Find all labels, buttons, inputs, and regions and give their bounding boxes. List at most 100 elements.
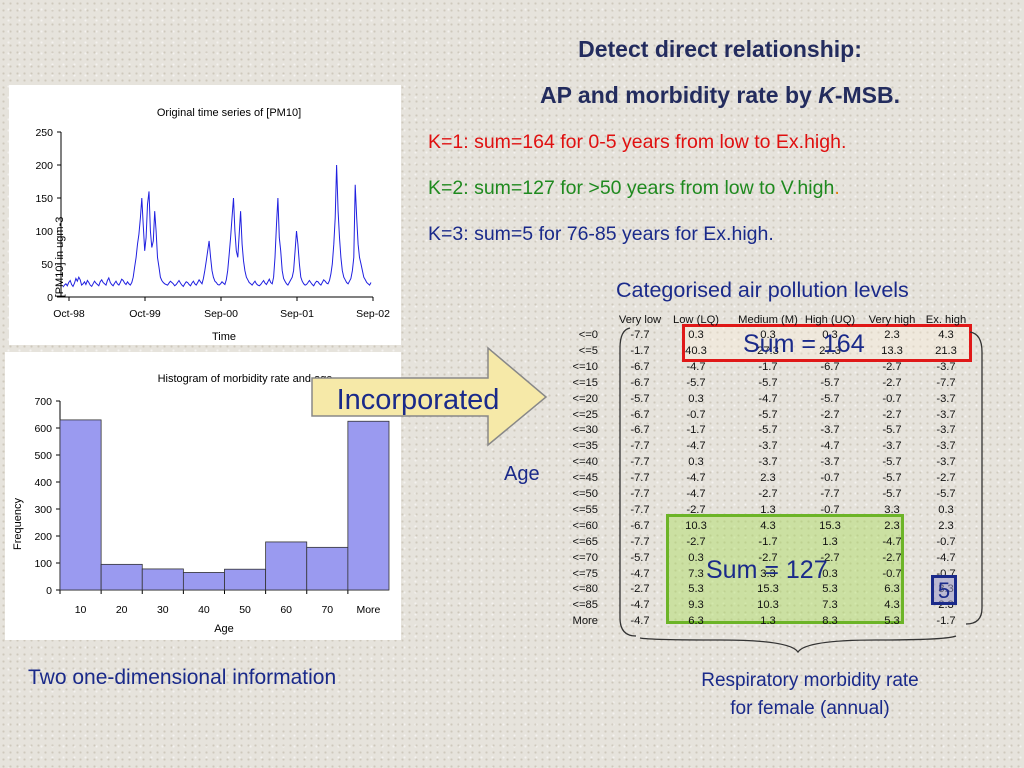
table-cell: -5.7: [758, 408, 778, 421]
title-line2-suffix: -MSB.: [834, 82, 900, 108]
table-cell: -5.7: [936, 488, 956, 500]
table-cell: 3.3: [760, 567, 776, 580]
table-cell: 15.3: [757, 583, 779, 596]
table-cell: 2.3: [760, 472, 776, 485]
hist-x-tick-label: 30: [157, 604, 169, 616]
table-braces: [619, 327, 983, 654]
table-cell: 2.3: [884, 329, 900, 341]
slide-title-line1: Detect direct relationship:: [578, 36, 862, 62]
table-cell: -7.7: [630, 535, 650, 548]
hist-bar: [224, 568, 267, 591]
table-cell: 15.3: [819, 519, 841, 532]
table-cell: 1.3: [760, 503, 776, 516]
table-cell: -3.7: [882, 440, 902, 453]
table-cell: -3.7: [936, 408, 956, 421]
hist-y-tick-label: 100: [34, 558, 52, 570]
table-cell: 0.3: [938, 503, 954, 516]
timeseries-chart: Original time series of [PM10] 0 50 100 150…: [35, 107, 390, 343]
table-row-label: <=60: [572, 519, 598, 532]
k3-statement: K=3: sum=5 for 76-85 years for Ex.high.: [428, 223, 774, 245]
table-row-label: <=20: [572, 392, 598, 405]
sum164-highlight-box: [682, 324, 972, 362]
incorporated-arrow: Incorporated: [311, 346, 548, 447]
table-row-label: <=40: [572, 456, 598, 469]
ts-y-tick-label: 50: [41, 259, 53, 271]
ts-x-tick-label: Oct-98: [53, 308, 85, 320]
table-cell: -6.7: [630, 424, 650, 437]
table-cell: -3.7: [936, 424, 956, 437]
table-cell: -3.7: [820, 424, 840, 437]
table-column-header: Medium (M): [738, 314, 798, 326]
table-cell: -6.7: [630, 408, 650, 421]
table-column-header: Very high: [868, 314, 916, 326]
table-cell: -3.7: [820, 456, 840, 469]
table-row-label: <=35: [572, 440, 598, 453]
table-cell: 13.3: [881, 344, 903, 357]
hist-y-tick-label: 600: [34, 423, 52, 435]
hist-bar: [100, 563, 143, 591]
hist-x-tick-label: 40: [198, 604, 210, 616]
table-cell: 2.3: [938, 519, 954, 532]
table-cell: -3.7: [936, 392, 956, 405]
table-cell: -5.7: [630, 551, 650, 564]
timeseries-axes: 0 50 100 150 200 250 Oct-98 Oct-99 Sep-00 Sep-01 S…: [35, 127, 390, 320]
table-cell: -7.7: [630, 472, 650, 485]
title-line2-k: K: [818, 82, 835, 108]
k1-statement: K=1: sum=164 for 0-5 years from low to E…: [428, 131, 847, 153]
table-cell: -5.7: [686, 376, 706, 389]
table-cell: 0.3: [822, 329, 838, 341]
hist-x-tick-label: 20: [116, 604, 128, 616]
hist-bar: [59, 419, 102, 591]
hist-y-tick-label: 300: [34, 504, 52, 516]
table-cell: -4.7: [686, 360, 706, 373]
hist-bar: [347, 420, 390, 591]
table-cell: -2.7: [820, 408, 840, 421]
ts-x-tick-label: Sep-02: [356, 308, 390, 320]
hist-x-tick-label: More: [356, 604, 380, 616]
table-cell: -7.7: [820, 488, 840, 500]
table-row-label: <=0: [578, 329, 598, 341]
ts-x-tick-label: Oct-99: [129, 308, 161, 320]
hist-y-tick-label: 0: [46, 585, 52, 597]
table-cell: -4.7: [686, 472, 706, 485]
table-cell: -1.7: [686, 424, 706, 437]
table-cell: -1.7: [936, 615, 956, 628]
timeseries-xlabel: Time: [212, 331, 236, 343]
table-cell: 4.3: [938, 329, 954, 341]
table-cell: -4.7: [630, 567, 650, 580]
bottom-brace: [639, 635, 957, 654]
table-cell: 4.3: [884, 599, 900, 612]
table-cell: 21.3: [935, 344, 957, 357]
hist-bar: [182, 572, 225, 591]
table-cell: -4.7: [630, 599, 650, 612]
table-row-label: <=25: [572, 408, 598, 421]
table-cell: 0.3: [688, 392, 704, 405]
hist-y-tick-label: 500: [34, 450, 52, 462]
hist-x-tick-label: 60: [280, 604, 292, 616]
table-cell: -2.7: [686, 503, 706, 516]
table-cell: 5.3: [822, 583, 838, 596]
timeseries-ylabel: [PM10] in ugm-3: [54, 217, 66, 298]
table-cell: 3.3: [884, 503, 900, 516]
table-cell: -4.7: [686, 488, 706, 500]
table-cell: 1.3: [822, 535, 838, 548]
hist-bar: [306, 546, 349, 591]
hist-bar: [265, 541, 308, 591]
histogram-axes: 0 100 200 300 400 500 600 700 10 20 30 40 50 60 70 More: [34, 396, 389, 616]
table-cell: -1.7: [630, 344, 650, 357]
left-caption: Two one-dimensional information: [28, 666, 337, 689]
table-column-header: Ex. high: [925, 314, 967, 326]
table-row-label: <=55: [572, 503, 598, 516]
hist-x-tick-label: 50: [239, 604, 251, 616]
sum127-highlight-box: [666, 514, 904, 624]
table-cell: -5.7: [820, 392, 840, 405]
table-cell: -7.7: [630, 456, 650, 469]
table-cell: -0.7: [936, 535, 956, 548]
table-column-header: Low (LQ): [672, 314, 719, 326]
table-row-label: <=10: [572, 360, 598, 373]
k2-text: K=2: sum=127 for >50 years from low to V…: [428, 177, 835, 199]
table-cell: 40.3: [685, 344, 707, 357]
histogram-chart: Histogram of morbidity rate and age 0 100…: [12, 373, 390, 635]
left-brace: [619, 327, 637, 637]
table-cell: -2.7: [630, 583, 650, 596]
